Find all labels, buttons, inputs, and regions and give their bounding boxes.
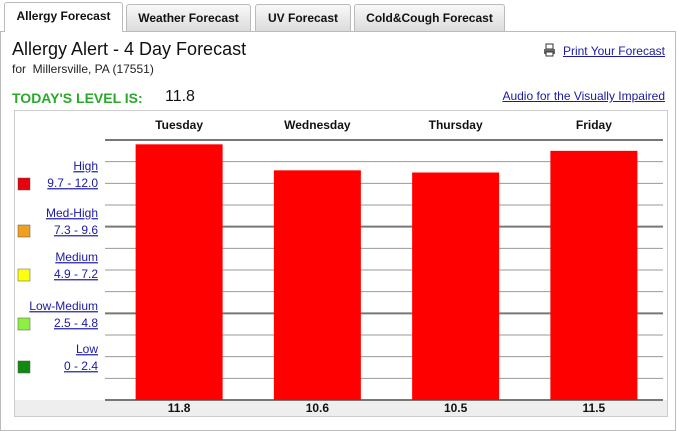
level-value: 11.8 <box>165 88 195 105</box>
legend-range[interactable]: 4.9 - 7.2 <box>54 267 98 281</box>
chart: Tuesday 11.8 Wednesday 10.6 Thursday 10.5 Frid… <box>14 110 668 417</box>
tab[interactable]: Allergy Forecast <box>4 2 123 32</box>
legend-range[interactable]: 2.5 - 4.8 <box>54 316 98 330</box>
location: for Millersville, PA (17551) <box>12 62 154 76</box>
bar <box>550 150 638 400</box>
value-label: 11.5 <box>583 401 606 415</box>
legend-name[interactable]: Low <box>76 342 98 356</box>
legend-name[interactable]: Low-Medium <box>29 299 98 313</box>
bar <box>412 172 500 400</box>
tab[interactable]: UV Forecast <box>255 4 351 31</box>
printer-icon[interactable] <box>543 43 556 57</box>
legend-swatch <box>17 224 31 238</box>
audio-link[interactable]: Audio for the Visually Impaired <box>502 89 665 103</box>
bar <box>273 170 361 400</box>
legend-range[interactable]: 9.7 - 12.0 <box>47 176 98 190</box>
value-label: 11.8 <box>168 401 191 415</box>
legend-name[interactable]: High <box>73 159 98 173</box>
value-label: 10.5 <box>444 401 468 415</box>
legend-swatch <box>17 317 31 331</box>
legend-name[interactable]: Medium <box>55 250 98 264</box>
day-label: Thursday <box>429 118 483 132</box>
legend-name[interactable]: Med-High <box>46 206 98 220</box>
title: Allergy Alert - 4 Day Forecast <box>12 39 247 59</box>
day-label: Wednesday <box>284 118 351 132</box>
bar <box>135 144 223 400</box>
legend-swatch <box>17 268 31 282</box>
day-label: Tuesday <box>155 118 203 132</box>
tab[interactable]: Weather Forecast <box>126 4 251 31</box>
tab[interactable]: Cold&Cough Forecast <box>354 4 505 31</box>
level-label: TODAY'S LEVEL IS: <box>12 90 143 106</box>
legend-range[interactable]: 0 - 2.4 <box>64 359 98 373</box>
print-link[interactable]: Print Your Forecast <box>562 44 665 58</box>
day-label: Friday <box>576 118 612 132</box>
legend-swatch <box>17 360 31 374</box>
legend-swatch <box>17 177 31 191</box>
legend-range[interactable]: 7.3 - 9.6 <box>54 223 98 237</box>
value-strip <box>15 400 667 416</box>
value-label: 10.6 <box>306 401 330 415</box>
